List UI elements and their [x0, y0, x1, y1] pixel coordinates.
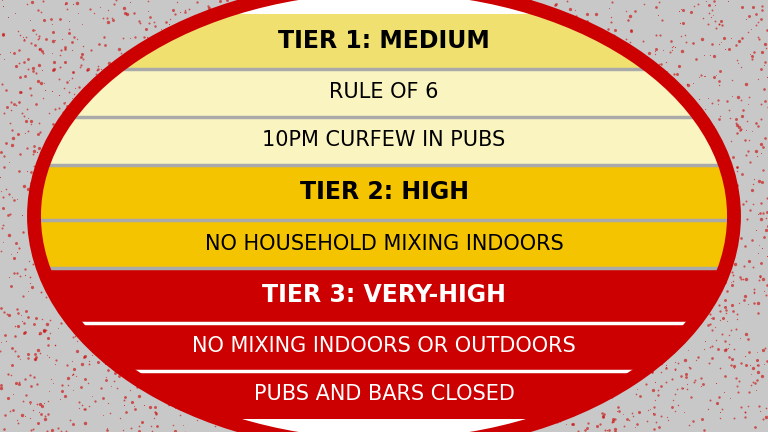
Text: RULE OF 6: RULE OF 6 — [329, 83, 439, 102]
Text: NO HOUSEHOLD MIXING INDOORS: NO HOUSEHOLD MIXING INDOORS — [204, 234, 564, 254]
Text: PUBS AND BARS CLOSED: PUBS AND BARS CLOSED — [253, 384, 515, 404]
Text: TIER 3: VERY-HIGH: TIER 3: VERY-HIGH — [262, 283, 506, 307]
Bar — [0, 13, 768, 69]
Bar — [0, 371, 768, 419]
Bar — [0, 323, 768, 371]
Text: NO MIXING INDOORS OR OUTDOORS: NO MIXING INDOORS OR OUTDOORS — [192, 337, 576, 356]
Text: 10PM CURFEW IN PUBS: 10PM CURFEW IN PUBS — [263, 130, 505, 150]
Bar — [0, 267, 768, 323]
Bar — [0, 69, 768, 117]
Bar — [0, 117, 768, 165]
Bar — [0, 219, 768, 267]
Bar — [0, 165, 768, 219]
Text: TIER 2: HIGH: TIER 2: HIGH — [300, 180, 468, 204]
Text: TIER 1: MEDIUM: TIER 1: MEDIUM — [278, 29, 490, 53]
Ellipse shape — [34, 0, 734, 432]
